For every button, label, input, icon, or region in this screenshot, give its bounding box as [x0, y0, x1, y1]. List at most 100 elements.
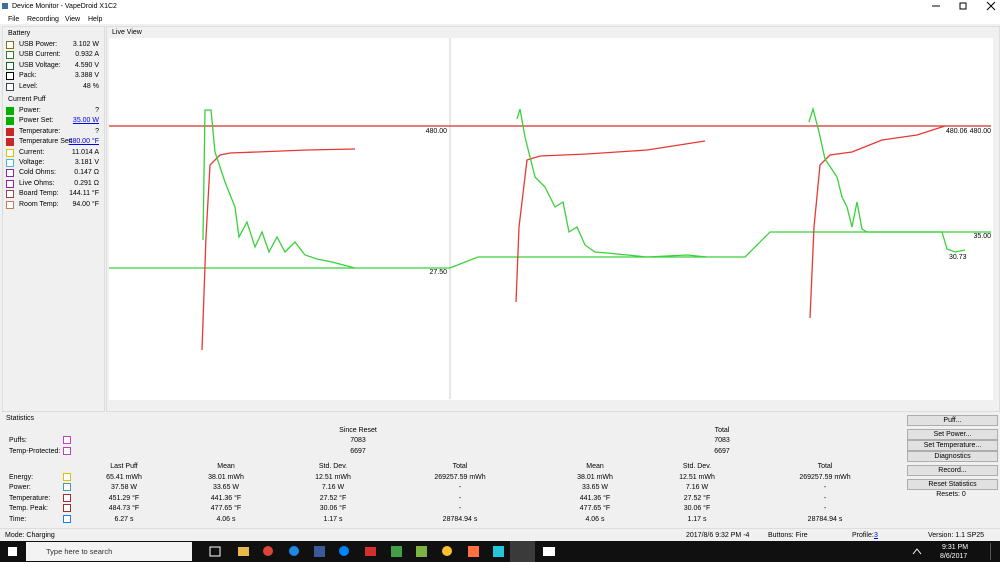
- task-view[interactable]: [209, 546, 221, 557]
- stat-value: 6697: [350, 447, 366, 455]
- checkbox[interactable]: [6, 138, 14, 147]
- trace-label: 480.00: [969, 128, 991, 135]
- checkbox[interactable]: [6, 107, 14, 115]
- profile-label: Profile:: [852, 532, 874, 539]
- row-value: 11.014 A: [71, 148, 99, 156]
- stat-value: -: [458, 494, 462, 502]
- column-header: Total: [817, 463, 833, 470]
- checkbox[interactable]: [63, 483, 71, 492]
- status-bar: [0, 528, 1000, 542]
- checkbox[interactable]: [6, 51, 14, 60]
- app-icon[interactable]: [416, 546, 427, 557]
- stat-value: 7.16 W: [685, 484, 709, 492]
- checkbox[interactable]: [6, 72, 14, 81]
- row-value: 3.388 V: [74, 72, 99, 80]
- row-label: USB Current:: [19, 51, 61, 59]
- column-header: Mean: [586, 463, 604, 470]
- version: Version: 1.1 SP25: [928, 532, 985, 539]
- checkbox[interactable]: [63, 504, 71, 513]
- app-icon[interactable]: [468, 546, 479, 557]
- stat-value: 477.65 °F: [210, 505, 242, 513]
- trace-label: 27.50: [429, 269, 447, 276]
- statistics-title: Statistics: [6, 415, 35, 422]
- row-label: Live Ohms:: [19, 179, 55, 187]
- menu-item: Help: [88, 16, 103, 23]
- row-value: ?: [95, 107, 99, 114]
- menu-item: View: [65, 16, 81, 23]
- checkbox[interactable]: [63, 446, 71, 455]
- button[interactable]: Set Temperature...: [907, 440, 998, 451]
- column-header: Mean: [217, 463, 235, 470]
- power-trace: [808, 106, 966, 253]
- stat-value: 441.36 °F: [210, 494, 242, 502]
- checkbox[interactable]: [6, 200, 14, 209]
- tray-chevron[interactable]: [912, 548, 922, 555]
- checkbox[interactable]: [63, 473, 71, 481]
- close-button[interactable]: [986, 1, 996, 11]
- button[interactable]: Record...: [907, 465, 998, 476]
- live-view-plot: [109, 38, 993, 409]
- checkbox[interactable]: [6, 127, 14, 136]
- stat-value: 27.52 °F: [319, 494, 347, 502]
- row-value: 4.590 V: [74, 61, 99, 69]
- stat-value: 1.17 s: [323, 515, 343, 523]
- stat-value: 6.27 s: [114, 515, 134, 523]
- stat-value: 30.06 °F: [683, 505, 711, 513]
- checkbox[interactable]: [6, 61, 14, 70]
- stat-value: 7083: [714, 437, 730, 444]
- checkbox[interactable]: [6, 148, 14, 157]
- stat-value: 33.65 W: [212, 484, 240, 492]
- messenger-icon[interactable]: [339, 546, 349, 556]
- stat-value: -: [823, 494, 827, 502]
- explorer-icon[interactable]: [238, 547, 249, 556]
- start-button[interactable]: [8, 547, 17, 556]
- checkbox[interactable]: [63, 514, 71, 523]
- checkbox[interactable]: [6, 159, 14, 167]
- active-app[interactable]: [510, 541, 535, 562]
- row-value: 3.102 W: [72, 41, 99, 48]
- horizontal-scrollbar[interactable]: [109, 401, 993, 409]
- checkbox[interactable]: [6, 179, 14, 188]
- show-desktop[interactable]: [990, 543, 991, 560]
- row-label: Power Set:: [19, 117, 54, 125]
- row-value: 48 %: [83, 82, 99, 90]
- status-buttons: Buttons: Fire: [768, 532, 808, 539]
- row-value: 3.181 V: [74, 159, 99, 166]
- row-label: Level:: [19, 82, 38, 90]
- checkbox[interactable]: [63, 493, 71, 502]
- facebook-icon[interactable]: [314, 546, 325, 557]
- edge-icon[interactable]: [289, 546, 299, 556]
- stat-value: 269257.59 mWh: [799, 474, 851, 481]
- app-icon[interactable]: [493, 546, 504, 557]
- checkbox[interactable]: [6, 190, 14, 199]
- stat-value: 33.65 W: [581, 484, 609, 492]
- chrome-icon[interactable]: [263, 546, 273, 556]
- app-icon[interactable]: [442, 546, 452, 556]
- row-value: 35.00 W: [72, 117, 99, 125]
- stat-value: 441.36 °F: [579, 494, 611, 502]
- checkbox[interactable]: [6, 169, 14, 178]
- maximize-button[interactable]: [959, 2, 967, 10]
- row-label: Current:: [19, 148, 45, 156]
- search-placeholder[interactable]: Type here to search: [46, 547, 113, 556]
- mail-icon[interactable]: [365, 547, 376, 556]
- app-icon[interactable]: [391, 546, 402, 557]
- row-label: Board Temp:: [19, 190, 59, 198]
- button[interactable]: Reset Statistics: [907, 479, 998, 490]
- row-label: Pack:: [19, 72, 37, 80]
- checkbox[interactable]: [6, 117, 14, 126]
- button[interactable]: Puff...: [907, 415, 998, 426]
- search-box[interactable]: [26, 542, 192, 561]
- row-label: Power:: [19, 107, 41, 114]
- app-icon[interactable]: [543, 547, 555, 556]
- checkbox[interactable]: [63, 436, 71, 444]
- checkbox[interactable]: [6, 82, 14, 91]
- checkbox[interactable]: [6, 41, 14, 49]
- mode: Mode: Charging: [5, 532, 55, 539]
- button[interactable]: Diagnostics: [907, 451, 998, 462]
- stat-value: 65.41 mWh: [106, 474, 142, 481]
- stat-label: Temp. Peak:: [9, 505, 48, 513]
- button[interactable]: Set Power...: [907, 429, 998, 440]
- stat-label: Power:: [9, 484, 31, 492]
